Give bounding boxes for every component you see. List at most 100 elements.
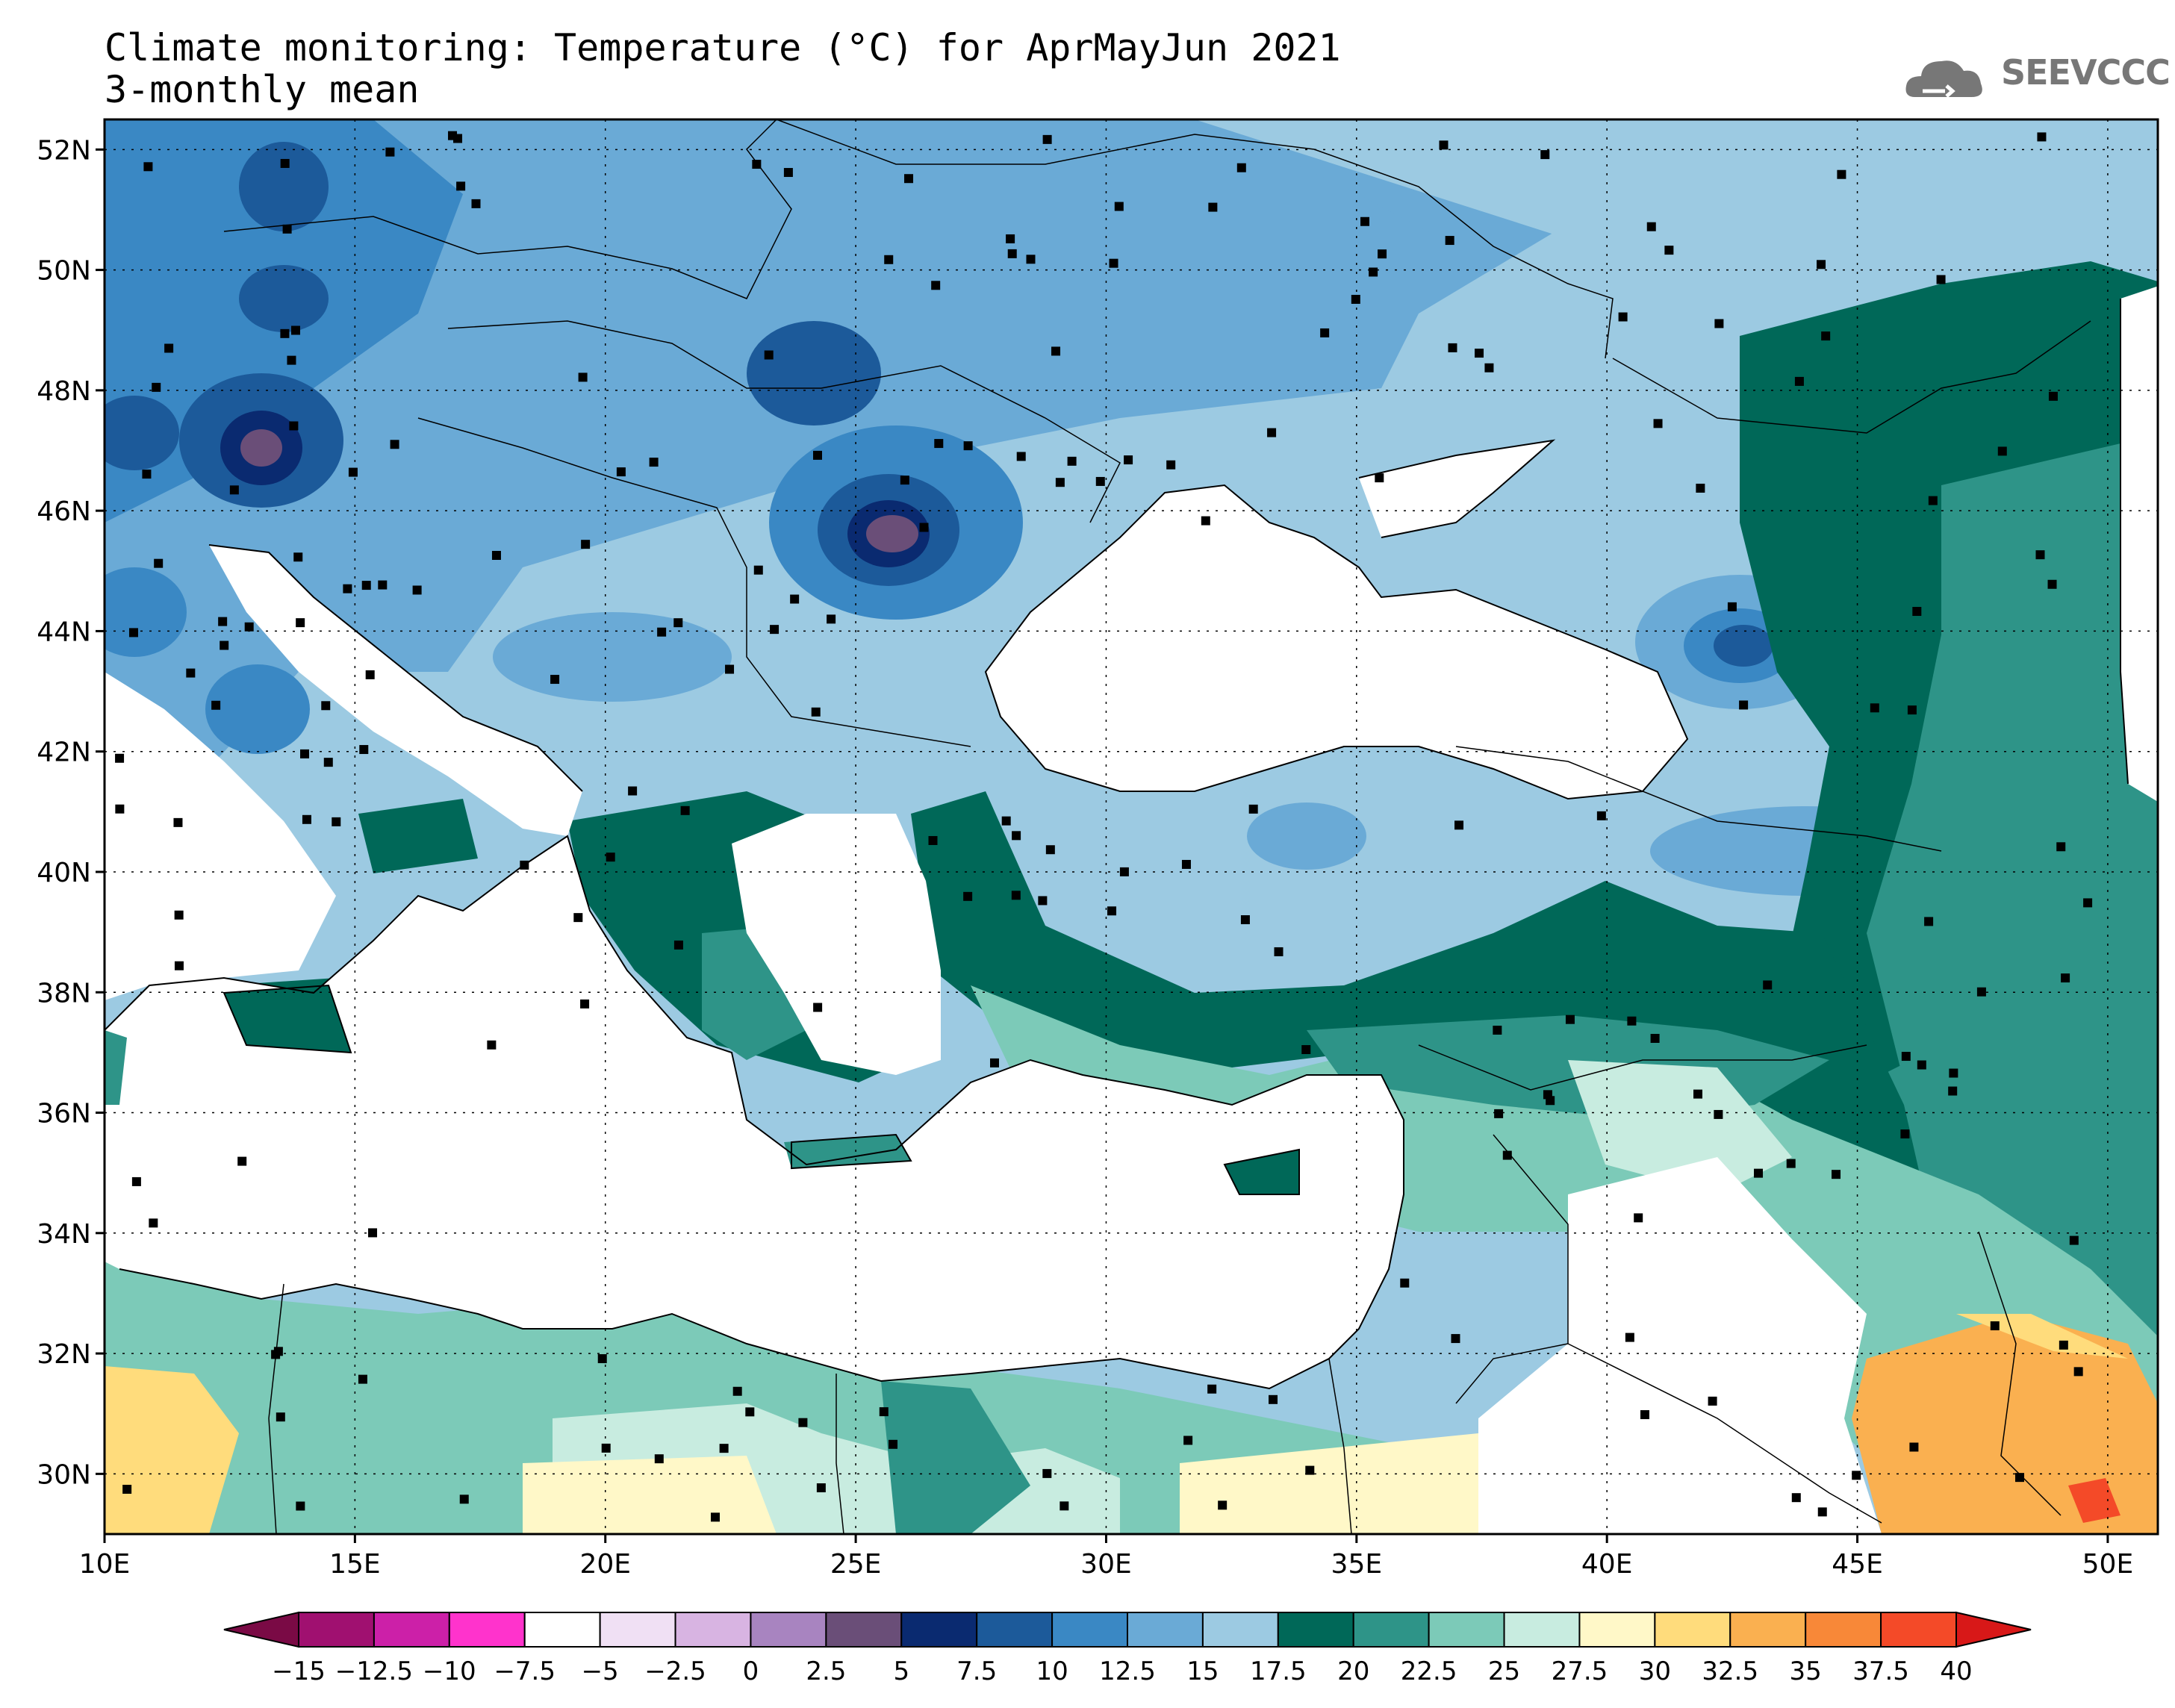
station-marker (1900, 1129, 1910, 1139)
lon-tick-label: 10E (79, 1549, 131, 1580)
station-marker (1011, 891, 1021, 900)
station-marker (1852, 1471, 1861, 1480)
station-marker (573, 913, 583, 923)
colorbar-swatch (1654, 1612, 1731, 1648)
station-marker (1696, 483, 1705, 493)
station-marker (1042, 1468, 1052, 1478)
station-marker (378, 580, 388, 590)
station-marker (813, 450, 823, 460)
station-marker (348, 467, 358, 477)
station-marker (1540, 150, 1550, 160)
colorbar-swatch (674, 1612, 752, 1648)
station-marker (934, 439, 944, 449)
station-marker (412, 585, 422, 595)
colorbar-swatch (448, 1612, 526, 1648)
station-marker (237, 1156, 247, 1166)
station-marker (164, 343, 174, 353)
station-marker (1351, 294, 1360, 304)
colorbar-label: 20 (1337, 1656, 1369, 1686)
station-marker (2073, 1367, 2083, 1377)
station-markers (115, 131, 2093, 1522)
lat-tick-label: 46N (37, 496, 91, 527)
station-marker (323, 758, 333, 767)
station-marker (1201, 516, 1210, 526)
lat-tick-label: 42N (37, 738, 91, 768)
colorbar-label: 2.5 (806, 1656, 846, 1686)
station-marker (343, 584, 352, 593)
station-marker (1026, 255, 1036, 264)
country-borders (223, 119, 2091, 1534)
station-marker (1267, 428, 1277, 437)
station-marker (1502, 1150, 1512, 1160)
lat-tick-label: 34N (37, 1219, 91, 1250)
colorbar-swatch (1805, 1612, 1882, 1648)
station-marker (1817, 1507, 1827, 1517)
station-marker (289, 421, 299, 431)
station-marker (358, 1374, 367, 1384)
station-marker (811, 707, 821, 717)
station-marker (1754, 1168, 1764, 1178)
temperature-field (105, 119, 2158, 1534)
station-marker (879, 1407, 889, 1417)
colorbar-label: 12.5 (1099, 1656, 1156, 1686)
station-marker (1832, 1170, 1841, 1179)
station-marker (1907, 705, 1917, 715)
station-marker (752, 160, 762, 169)
station-marker (963, 441, 973, 451)
station-marker (1924, 917, 1934, 926)
station-marker (211, 700, 221, 710)
station-marker (1448, 343, 1457, 352)
station-marker (1001, 816, 1011, 826)
colorbar-label: −15 (272, 1656, 326, 1686)
station-marker (1400, 1278, 1410, 1288)
station-marker (2048, 391, 2058, 401)
station-marker (220, 640, 229, 650)
station-marker (963, 891, 973, 901)
station-marker (710, 1512, 720, 1522)
colorbar-swatch (1578, 1612, 1656, 1648)
station-marker (302, 814, 311, 824)
station-marker (471, 199, 481, 208)
station-marker (654, 1454, 664, 1464)
colorbar-swatch (1127, 1612, 1204, 1648)
station-marker (1445, 236, 1454, 246)
lon-tick-label: 30E (1080, 1549, 1132, 1580)
colorbar-swatch (523, 1612, 601, 1648)
station-marker (884, 255, 894, 264)
station-marker (1565, 1014, 1575, 1024)
station-marker (321, 701, 331, 711)
station-marker (601, 1443, 611, 1453)
station-marker (1051, 346, 1061, 356)
station-marker (300, 749, 310, 758)
station-marker (287, 355, 296, 365)
colorbar-label: −10 (423, 1656, 476, 1686)
station-marker (385, 147, 395, 157)
station-marker (390, 440, 399, 449)
station-marker (928, 835, 938, 845)
lat-tick-label: 40N (37, 858, 91, 888)
station-marker (1269, 1394, 1278, 1404)
station-marker (1634, 1213, 1643, 1223)
chart-subtitle: 3-monthly mean (105, 68, 420, 111)
station-marker (990, 1058, 1000, 1068)
station-marker (1997, 446, 2007, 456)
station-marker (2069, 1235, 2079, 1245)
station-marker (1378, 249, 1387, 259)
station-marker (1627, 1016, 1637, 1026)
colorbar-swatch (1729, 1612, 1807, 1648)
station-marker (1439, 140, 1449, 150)
colorbar-label: 27.5 (1552, 1656, 1608, 1686)
station-marker (143, 162, 153, 172)
station-marker (152, 382, 161, 392)
station-marker (174, 910, 184, 920)
station-marker (745, 1407, 755, 1417)
colorbar-label: 5 (893, 1656, 909, 1686)
station-marker (487, 1040, 497, 1050)
station-marker (290, 325, 300, 335)
lon-tick-label: 50E (2082, 1549, 2134, 1580)
lat-tick-label: 32N (37, 1339, 91, 1370)
colorbar-label: 0 (743, 1656, 759, 1686)
station-marker (798, 1418, 808, 1427)
colorbar-label: 35 (1790, 1656, 1822, 1686)
